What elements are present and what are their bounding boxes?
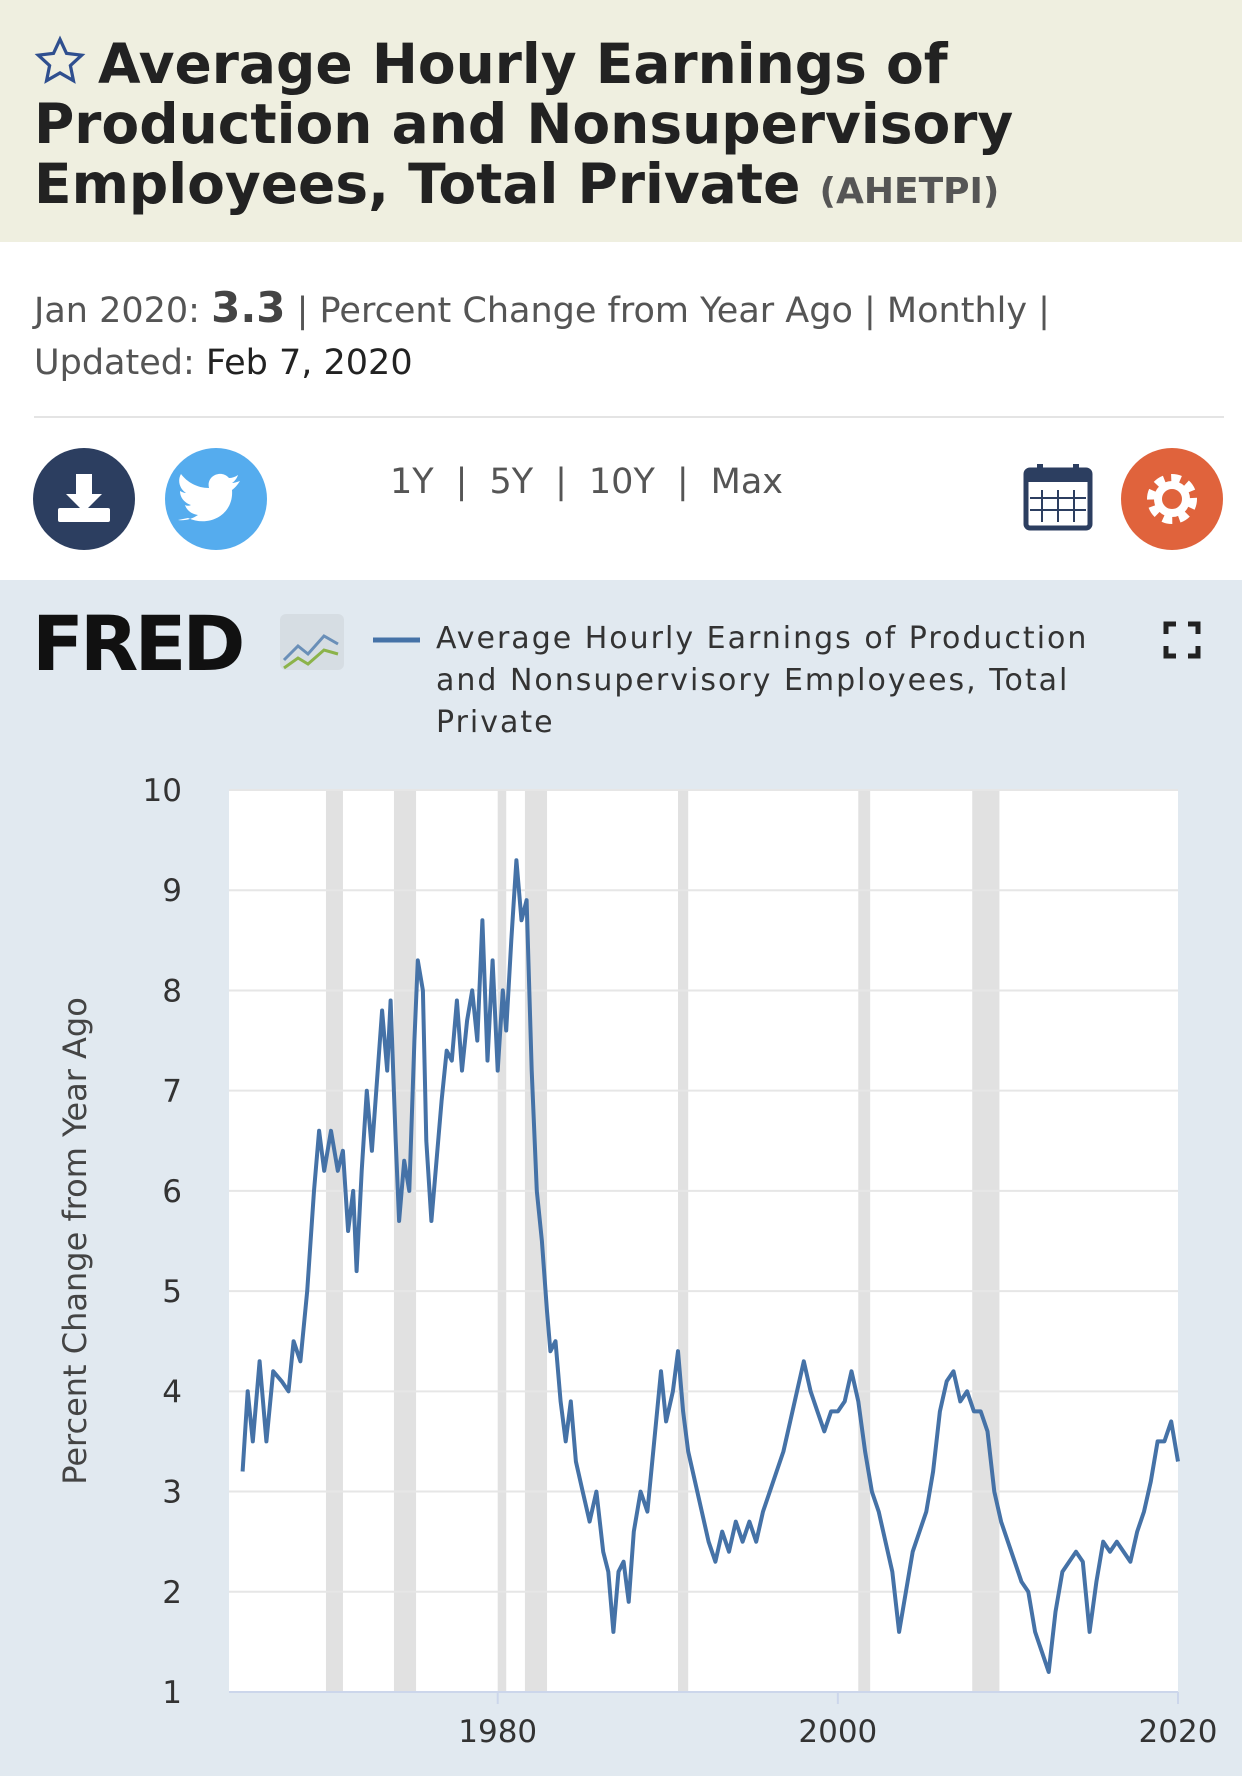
y-tick-label: 7	[162, 1074, 182, 1110]
y-tick-label: 5	[162, 1274, 182, 1310]
separator: |	[455, 462, 468, 502]
header: Average Hourly Earnings of Production an…	[0, 0, 1242, 242]
y-tick-label: 9	[162, 873, 182, 909]
y-tick-label: 6	[162, 1174, 182, 1210]
calendar-button[interactable]	[1023, 464, 1093, 531]
download-button[interactable]	[33, 448, 135, 550]
series-id: (AHETPI)	[819, 171, 1000, 212]
title: Average Hourly Earnings of Production an…	[34, 34, 1214, 222]
separator: |	[676, 462, 689, 502]
x-tick-label: 1980	[458, 1714, 537, 1750]
logo: FRED	[32, 599, 242, 688]
y-tick-label: 8	[162, 973, 182, 1009]
fullscreen-icon[interactable]	[1163, 621, 1201, 659]
recession-band	[858, 790, 871, 1692]
y-tick-label: 1	[162, 1675, 182, 1711]
logo-icon	[280, 614, 344, 670]
recession-band	[677, 790, 689, 1692]
toolbar	[33, 448, 1223, 550]
star-icon[interactable]	[34, 35, 86, 87]
data-line	[240, 858, 1180, 1674]
twitter-button[interactable]	[165, 448, 267, 550]
range-links: 1Y | 5Y | 10Y | Max	[390, 462, 783, 502]
range-link[interactable]: 1Y	[390, 462, 434, 502]
recession-band	[325, 790, 343, 1692]
updated-label: Updated:	[34, 343, 195, 383]
recession-band	[393, 790, 417, 1692]
date: Jan 2020:	[34, 291, 200, 331]
divider	[34, 416, 1224, 418]
recession-band	[972, 790, 1000, 1692]
x-tick-label: 2000	[798, 1714, 877, 1750]
y-tick-label: 2	[162, 1575, 182, 1611]
latest-value: 3.3	[211, 283, 286, 332]
separator: |	[555, 462, 567, 502]
details: | Percent Change from Year Ago | Monthly…	[296, 291, 1050, 331]
settings-button[interactable]	[1121, 448, 1223, 550]
y-tick-label: 3	[162, 1475, 182, 1511]
info: Jan 2020: 3.3 | Percent Change from Year…	[34, 282, 1214, 389]
title-text: Average Hourly Earnings of Production an…	[34, 32, 1014, 216]
range-link[interactable]: 5Y	[489, 462, 534, 502]
y-axis-title: Percent Change from Year Ago	[56, 997, 94, 1485]
range-link[interactable]: 10Y	[588, 462, 655, 502]
x-tick-label: 2020	[1139, 1714, 1218, 1750]
updated: Feb 7, 2020	[205, 343, 413, 383]
recession-band	[497, 790, 507, 1692]
y-tick-label: 4	[162, 1374, 182, 1410]
y-tick-label: 10	[143, 773, 182, 809]
plot-area	[229, 790, 1178, 1692]
legend-text: Average Hourly Earnings of Production an…	[436, 621, 1089, 740]
range-link[interactable]: Max	[710, 462, 783, 502]
